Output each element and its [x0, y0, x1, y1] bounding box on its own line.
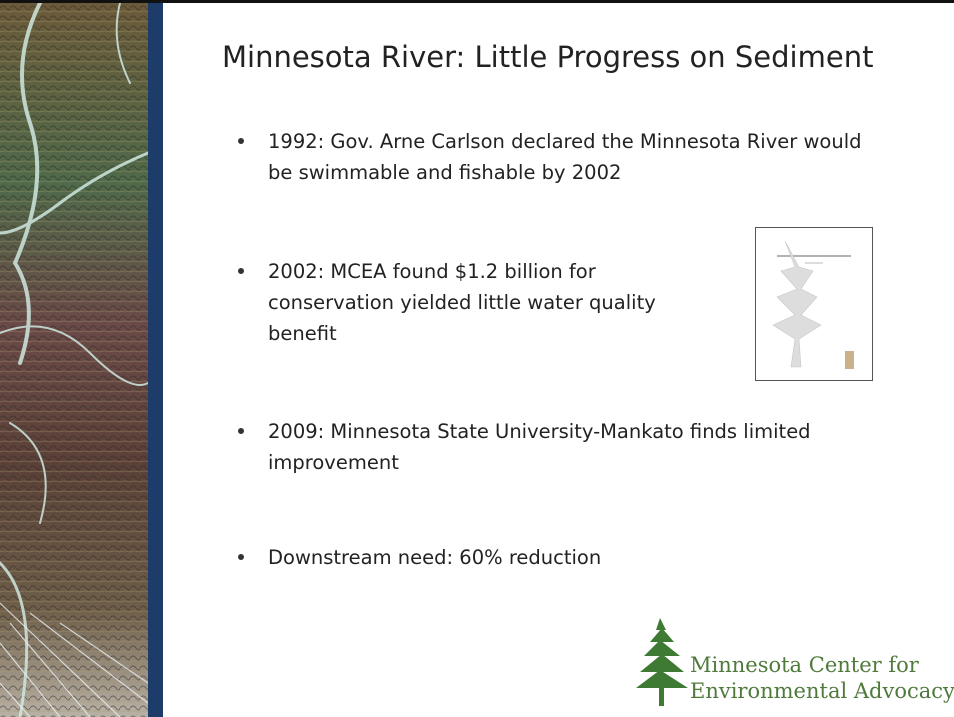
logo-text: Environmental Advocacy: [690, 679, 954, 703]
bullet-text: 2002: MCEA found $1.2 billion for conser…: [268, 260, 656, 345]
bullet: 1992: Gov. Arne Carlson declared the Min…: [268, 126, 868, 188]
bullet: Downstream need: 60% reduction: [268, 542, 868, 573]
accent-bar: [148, 3, 163, 717]
logo-text: Minnesota Center for: [690, 653, 919, 677]
report-thumbnail: [755, 227, 873, 381]
satellite-image: [0, 3, 148, 717]
bullet: 2002: MCEA found $1.2 billion for conser…: [268, 256, 718, 349]
bullet-dot: [238, 268, 244, 274]
slide-title: Minnesota River: Little Progress on Sedi…: [222, 40, 873, 74]
page: Slide {"slide": { "title": "Minnesota Ri…: [0, 0, 954, 717]
bullet-dot: [238, 428, 244, 434]
bullet: 2009: Minnesota State University-Mankato…: [268, 416, 888, 478]
bullet-text: 2009: Minnesota State University-Mankato…: [268, 420, 811, 474]
logo-tree: [636, 616, 688, 708]
bullet-text: 1992: Gov. Arne Carlson declared the Min…: [268, 130, 862, 184]
bullet-dot: [238, 554, 244, 560]
bullet-text: Downstream need: 60% reduction: [268, 546, 601, 569]
bullet-dot: [238, 138, 244, 144]
slide: Minnesota River: Little Progress on Sedi…: [0, 0, 954, 717]
